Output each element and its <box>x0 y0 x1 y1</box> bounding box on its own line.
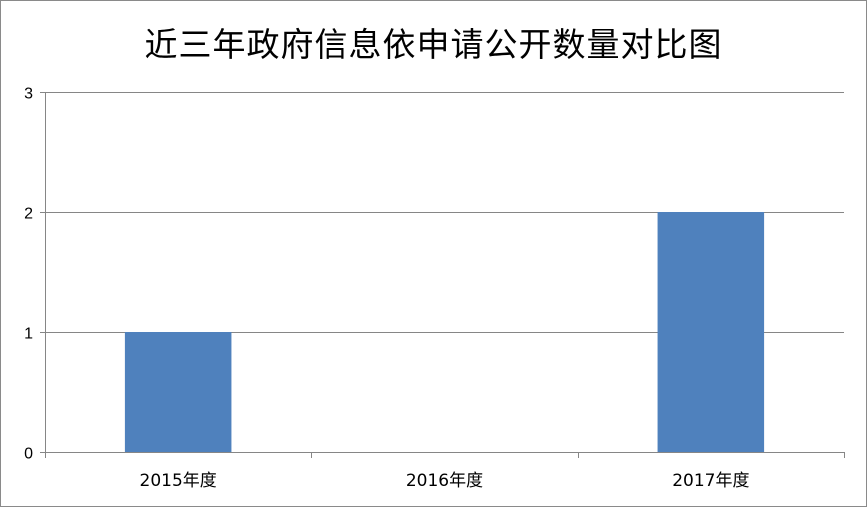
axes <box>40 92 845 458</box>
x-category-label-2017年度: 2017年度 <box>672 471 749 491</box>
bar-2017年度 <box>657 212 765 452</box>
axis-labels: 0 1 2 3 2015年度 2016年度 2017年度 <box>24 86 749 492</box>
y-tick-label-0: 0 <box>24 446 33 463</box>
bar-2015年度 <box>124 332 232 452</box>
x-category-label-2016年度: 2016年度 <box>406 471 483 491</box>
y-tick-label-1: 1 <box>24 326 33 343</box>
chart-title: 近三年政府信息依申请公开数量对比图 <box>144 25 723 64</box>
y-tick-label-2: 2 <box>24 206 33 223</box>
bars <box>124 212 765 452</box>
x-category-label-2015年度: 2015年度 <box>140 471 217 491</box>
y-tick-label-3: 3 <box>24 86 33 103</box>
